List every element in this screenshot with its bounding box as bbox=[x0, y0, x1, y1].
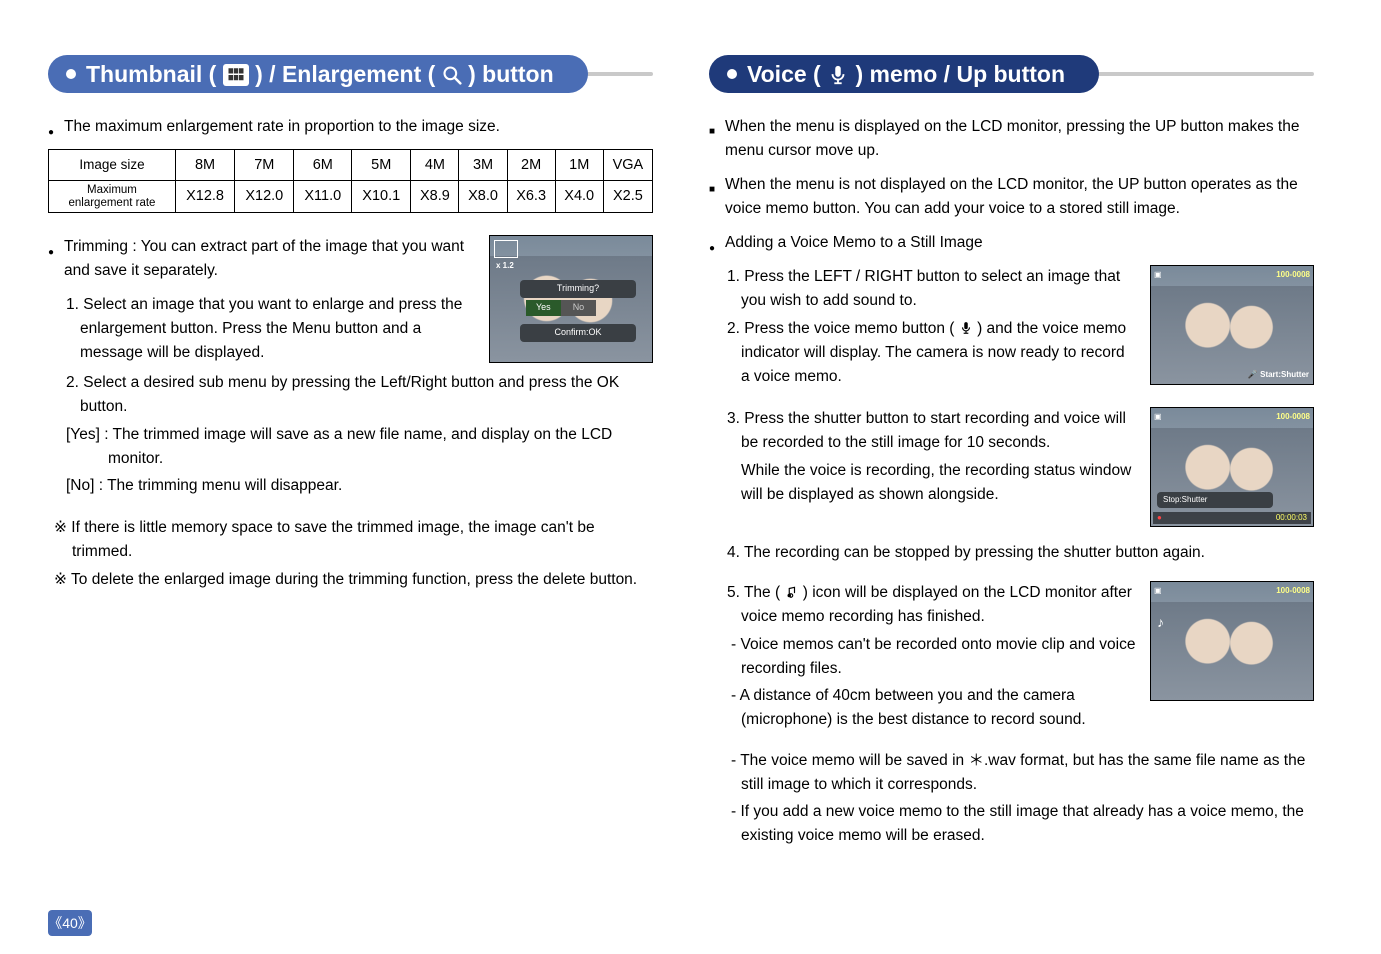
r-d2: - A distance of 40cm between you and the… bbox=[731, 684, 1136, 732]
table-cell: X10.1 bbox=[352, 181, 411, 212]
screenshot-done: ▣100-0008 ♪ bbox=[1150, 581, 1314, 701]
r-d1: - Voice memos can't be recorded onto mov… bbox=[731, 633, 1136, 681]
r-p1: When the menu is displayed on the LCD mo… bbox=[725, 115, 1314, 163]
left-step2: 2. Select a desired sub menu by pressing… bbox=[66, 371, 653, 419]
page-number: 《40》 bbox=[48, 910, 92, 936]
title-text: Voice ( ) memo / Up button bbox=[747, 61, 1065, 88]
no-desc: [No] : The trimming menu will disappear. bbox=[66, 474, 653, 498]
table-header: 6M bbox=[294, 150, 352, 181]
title-text: Thumbnail ( ) / Enlargement ( ) button bbox=[86, 61, 554, 88]
table-header: 8M bbox=[175, 150, 234, 181]
title-dot bbox=[66, 69, 76, 79]
table-row-label: Maximumenlargement rate bbox=[49, 181, 176, 212]
note1: ※ If there is little memory space to sav… bbox=[54, 516, 653, 564]
table-cell: X2.5 bbox=[603, 181, 652, 212]
title-dot bbox=[727, 69, 737, 79]
table-header: 2M bbox=[507, 150, 555, 181]
table-cell: X12.0 bbox=[235, 181, 294, 212]
table-cell: X8.9 bbox=[411, 181, 459, 212]
r-d4: - If you add a new voice memo to the sti… bbox=[731, 800, 1314, 848]
right-title: Voice ( ) memo / Up button bbox=[709, 55, 1314, 93]
table-cell: X11.0 bbox=[294, 181, 352, 212]
left-step1: 1. Select an image that you want to enla… bbox=[66, 293, 477, 365]
r-s3b: While the voice is recording, the record… bbox=[727, 459, 1136, 507]
trimming-screenshot: x 1.2 Trimming? Yes No Confirm:OK bbox=[489, 235, 653, 363]
table-header: 4M bbox=[411, 150, 459, 181]
screenshot-start: ▣100-0008 🎤 Start:Shutter bbox=[1150, 265, 1314, 385]
table-header: 5M bbox=[352, 150, 411, 181]
trimming-intro: Trimming : You can extract part of the i… bbox=[64, 235, 477, 283]
screenshot-recording: ▣100-0008 Stop:Shutter ●00:00:03 bbox=[1150, 407, 1314, 527]
intro: The maximum enlargement rate in proporti… bbox=[64, 115, 500, 139]
r-p2: When the menu is not displayed on the LC… bbox=[725, 173, 1314, 221]
mic-icon bbox=[827, 64, 849, 86]
magnify-icon bbox=[442, 65, 462, 85]
enlargement-table: Image size8M7M6M5M4M3M2M1MVGA Maximumenl… bbox=[48, 149, 653, 213]
r-s4: 4. The recording can be stopped by press… bbox=[727, 541, 1314, 565]
table-header: 3M bbox=[459, 150, 507, 181]
table-cell: X6.3 bbox=[507, 181, 555, 212]
left-title: Thumbnail ( ) / Enlargement ( ) button bbox=[48, 55, 653, 93]
table-header: VGA bbox=[603, 150, 652, 181]
table-cell: X8.0 bbox=[459, 181, 507, 212]
r-s5: 5. The ( ) icon will be displayed on the… bbox=[727, 581, 1136, 629]
note2: ※ To delete the enlarged image during th… bbox=[54, 568, 653, 592]
r-s2: 2. Press the voice memo button ( ) and t… bbox=[727, 317, 1136, 389]
r-adding: Adding a Voice Memo to a Still Image bbox=[725, 231, 983, 255]
note-icon bbox=[784, 585, 798, 599]
yes-desc: [Yes] : The trimmed image will save as a… bbox=[66, 423, 653, 471]
table-header: 1M bbox=[555, 150, 603, 181]
r-s3: 3. Press the shutter button to start rec… bbox=[727, 407, 1136, 455]
r-s1: 1. Press the LEFT / RIGHT button to sele… bbox=[727, 265, 1136, 313]
table-header: 7M bbox=[235, 150, 294, 181]
r-d3: - The voice memo will be saved in ＊.wav … bbox=[731, 749, 1314, 797]
table-cell: X12.8 bbox=[175, 181, 234, 212]
mic-icon-small bbox=[959, 321, 973, 335]
table-cell: X4.0 bbox=[555, 181, 603, 212]
thumbnail-grid-icon bbox=[223, 64, 249, 86]
table-header: Image size bbox=[49, 150, 176, 181]
